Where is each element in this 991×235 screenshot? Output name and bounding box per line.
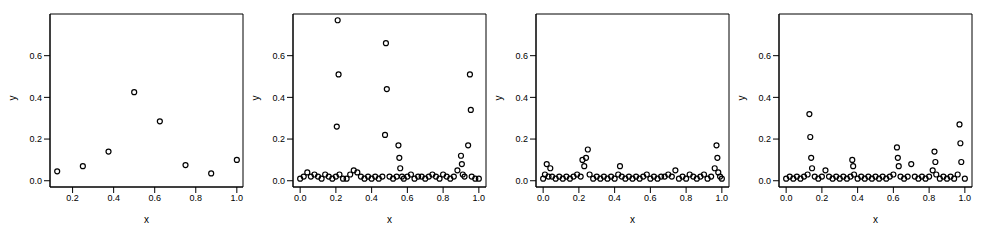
svg-text:0.8: 0.8 [680,193,693,203]
svg-text:0.6: 0.6 [644,193,657,203]
svg-text:0.8: 0.8 [190,193,203,203]
svg-text:0.2: 0.2 [816,193,829,203]
svg-text:0.6: 0.6 [29,51,42,61]
svg-text:0.6: 0.6 [515,51,528,61]
svg-text:0.4: 0.4 [107,193,120,203]
svg-text:0.0: 0.0 [515,176,528,186]
svg-text:0.6: 0.6 [758,51,771,61]
svg-text:0.0: 0.0 [758,176,771,186]
svg-text:0.2: 0.2 [758,134,771,144]
svg-text:0.0: 0.0 [537,193,550,203]
svg-text:1.0: 1.0 [473,193,486,203]
svg-text:0.4: 0.4 [29,93,42,103]
svg-text:y: y [8,96,18,101]
svg-text:0.4: 0.4 [758,93,771,103]
svg-text:x: x [630,214,635,225]
svg-text:0.4: 0.4 [851,193,864,203]
svg-text:0.8: 0.8 [437,193,450,203]
svg-text:0.4: 0.4 [365,193,378,203]
svg-text:x: x [387,214,392,225]
svg-text:0.2: 0.2 [515,134,528,144]
svg-text:x: x [873,214,878,225]
svg-text:0.8: 0.8 [923,193,936,203]
svg-text:y: y [251,96,261,101]
svg-text:0.6: 0.6 [887,193,900,203]
svg-text:0.0: 0.0 [294,193,307,203]
svg-text:y: y [494,96,504,101]
svg-text:0.2: 0.2 [29,134,42,144]
svg-text:1.0: 1.0 [231,193,244,203]
svg-text:x: x [144,214,149,225]
svg-text:0.0: 0.0 [272,176,285,186]
svg-text:0.0: 0.0 [29,176,42,186]
svg-text:y: y [737,96,747,101]
svg-text:0.2: 0.2 [272,134,285,144]
svg-text:0.6: 0.6 [148,193,161,203]
svg-text:0.6: 0.6 [272,51,285,61]
svg-text:0.4: 0.4 [272,93,285,103]
svg-text:0.2: 0.2 [573,193,586,203]
svg-text:1.0: 1.0 [959,193,972,203]
svg-text:0.2: 0.2 [330,193,343,203]
svg-text:0.0: 0.0 [780,193,793,203]
svg-text:1.0: 1.0 [716,193,729,203]
svg-text:0.6: 0.6 [401,193,414,203]
svg-text:0.2: 0.2 [66,193,79,203]
svg-text:0.4: 0.4 [608,193,621,203]
svg-text:0.4: 0.4 [515,93,528,103]
